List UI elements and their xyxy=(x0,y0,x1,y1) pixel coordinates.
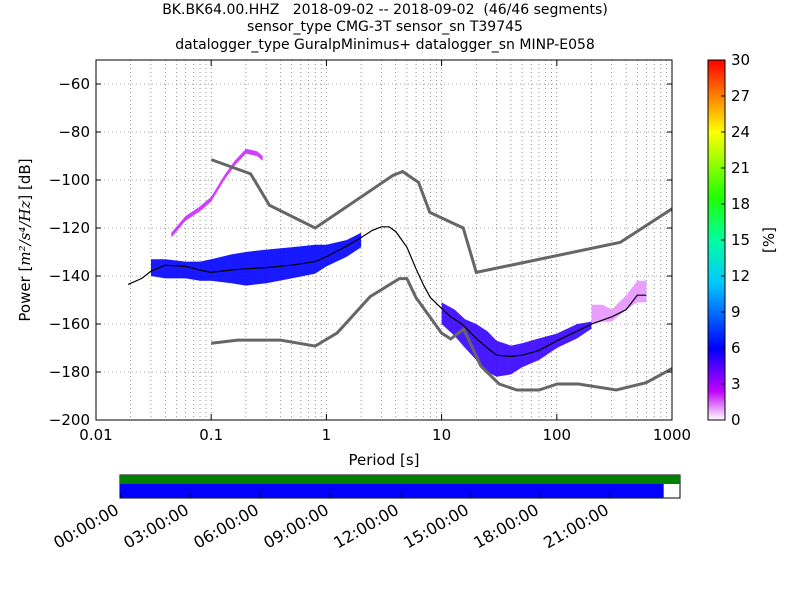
x-tick-label-2: 1 xyxy=(322,426,332,444)
y-tick-label-4: −120 xyxy=(49,219,90,237)
y-tick-label-7: −60 xyxy=(58,75,90,93)
colorbar-ticks: 0 3 6 9 12 15 18 21 24 27 30 xyxy=(721,51,750,429)
timeline-tick-label-2: 06:00:00 xyxy=(190,500,262,552)
data-coverage-timeline: 00:00:0003:00:0006:00:0009:00:0012:00:00… xyxy=(50,474,681,552)
plot-frame xyxy=(95,59,673,421)
density-bands xyxy=(151,148,647,377)
colorbar-tick-label-4: 12 xyxy=(731,267,750,285)
timeline-tick-label-7: 21:00:00 xyxy=(540,500,612,552)
timeline-ticks: 00:00:0003:00:0006:00:0009:00:0012:00:00… xyxy=(50,493,612,552)
y-axis-label: Power [m²/s⁴/Hz] [dB] xyxy=(16,158,34,321)
chart-title-line-2: sensor_type CMG-3T sensor_sn T39745 xyxy=(247,19,523,35)
colorbar-tick-label-0: 0 xyxy=(731,411,741,429)
x-tick-label-4: 100 xyxy=(542,426,571,444)
x-tick-label-5: 1000 xyxy=(653,426,691,444)
y-tick-label-6: −80 xyxy=(58,123,90,141)
colorbar-tick-label-6: 18 xyxy=(731,195,750,213)
y-axis-label-unit: m²/s⁴/Hz xyxy=(16,200,34,265)
timeline-bars xyxy=(120,475,680,498)
x-tick-label-3: 10 xyxy=(432,426,451,444)
timeline-tick-label-5: 15:00:00 xyxy=(400,500,472,552)
timeline-tick-label-3: 09:00:00 xyxy=(260,500,332,552)
nhnm-line xyxy=(210,158,672,275)
y-tick-label-2: −160 xyxy=(49,315,90,333)
median-line xyxy=(127,226,647,358)
colorbar-tick-label-3: 9 xyxy=(731,303,741,321)
chart-title-line-3: datalogger_type GuralpMinimus+ datalogge… xyxy=(175,37,595,53)
timeline-bar-1 xyxy=(120,484,664,498)
y-axis-ticks: −200 −180 −160 −140 −120 −100 −80 −60 xyxy=(49,75,672,429)
timeline-tick-label-6: 18:00:00 xyxy=(470,500,542,552)
timeline-tick-label-4: 12:00:00 xyxy=(330,500,402,552)
plot-background xyxy=(96,60,672,420)
y-axis-label-suffix: ] [dB] xyxy=(16,158,34,200)
y-tick-label-3: −140 xyxy=(49,267,90,285)
x-tick-label-1: 0.1 xyxy=(199,426,223,444)
x-axis-ticks: 0.01 0.1 1 10 100 1000 xyxy=(79,60,691,444)
y-tick-label-1: −180 xyxy=(49,363,90,381)
colorbar-tick-label-9: 27 xyxy=(731,87,750,105)
y-tick-label-5: −100 xyxy=(49,171,90,189)
nlnm-line xyxy=(211,277,672,392)
density-band-3 xyxy=(591,280,647,324)
timeline-tick-label-0: 00:00:00 xyxy=(50,500,122,552)
density-band-2 xyxy=(441,302,592,377)
colorbar-label: [%] xyxy=(760,227,778,253)
chart-title-line-1: BK.BK64.00.HHZ 2018-09-02 -- 2018-09-02 … xyxy=(162,2,608,18)
x-tick-label-0: 0.01 xyxy=(79,426,112,444)
colorbar-tick-label-10: 30 xyxy=(731,51,750,69)
colorbar-tick-label-8: 24 xyxy=(731,123,750,141)
noise-models xyxy=(210,158,672,392)
timeline-bar-0 xyxy=(120,475,680,484)
colorbar-tick-label-1: 3 xyxy=(731,375,741,393)
ppsd-plot-area: −200 −180 −160 −140 −120 −100 −80 −60 0.01 0.1 1 1… xyxy=(49,59,691,444)
timeline-tick-label-1: 03:00:00 xyxy=(120,500,192,552)
colorbar-tick-label-5: 15 xyxy=(731,231,750,249)
density-band-0 xyxy=(151,232,362,286)
x-axis-label: Period [s] xyxy=(348,451,419,469)
y-tick-label-0: −200 xyxy=(49,411,90,429)
colorbar: 0 3 6 9 12 15 18 21 24 27 30 [%] xyxy=(707,51,778,429)
y-axis-label-prefix: Power [ xyxy=(16,266,34,322)
colorbar-tick-label-7: 21 xyxy=(731,159,750,177)
colorbar-tick-label-2: 6 xyxy=(731,339,741,357)
